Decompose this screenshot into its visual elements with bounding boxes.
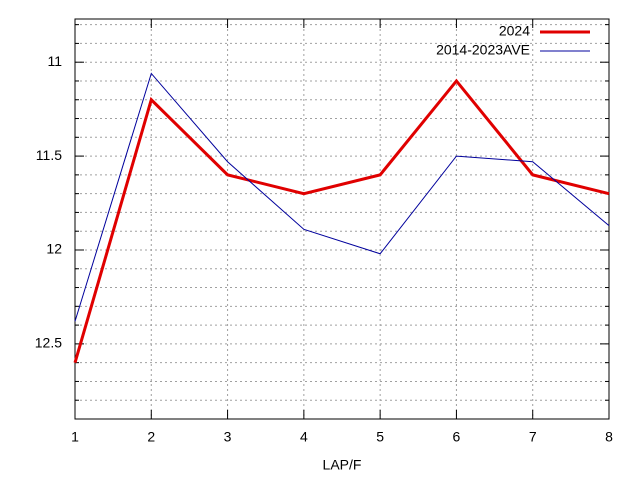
- plot-border: [74, 18, 610, 420]
- x-axis-label: LAP/F: [323, 457, 362, 473]
- y-tick-label: 12.5: [35, 335, 62, 351]
- series-line: [73, 78, 610, 364]
- y-tick-label: 12: [46, 241, 62, 257]
- legend-label: 2014-2023AVE: [436, 42, 530, 58]
- x-tick-label: 4: [300, 429, 308, 445]
- legend-label: 2024: [499, 23, 530, 39]
- x-tick-label: 8: [605, 429, 613, 445]
- x-tick-label: 5: [376, 429, 384, 445]
- x-tick-label: 6: [453, 429, 461, 445]
- x-tick-label: 3: [224, 429, 232, 445]
- series-line: [74, 72, 610, 322]
- y-tick-label: 11: [47, 53, 62, 69]
- x-tick-label: 7: [529, 429, 537, 445]
- y-tick-label: 11.5: [36, 147, 62, 163]
- x-tick-label: 2: [147, 429, 155, 445]
- x-tick-label: 1: [71, 429, 79, 445]
